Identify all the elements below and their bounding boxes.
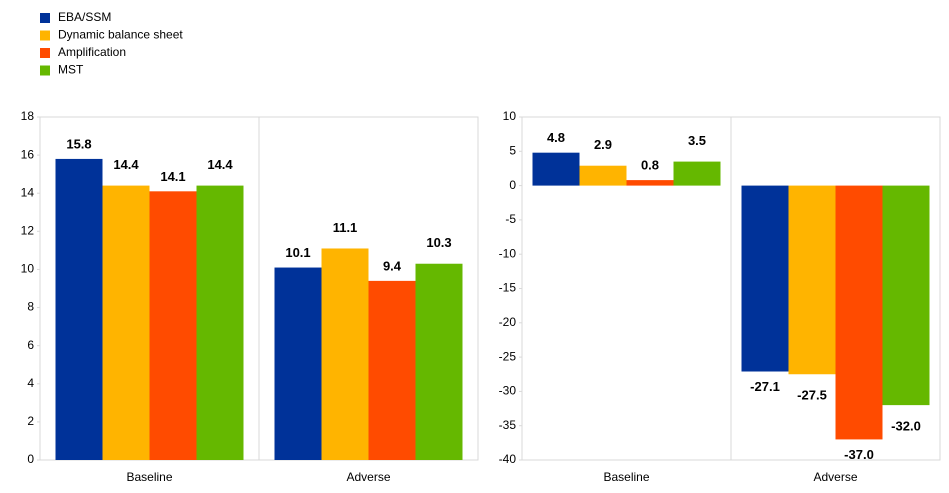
bar xyxy=(415,263,463,460)
y-tick-label: -20 xyxy=(499,315,517,329)
legend-label: Amplification xyxy=(58,45,126,59)
data-label: 11.1 xyxy=(333,220,358,235)
bar xyxy=(55,158,103,460)
legend-swatch xyxy=(40,48,50,58)
bar xyxy=(835,185,883,440)
x-tick-label: Baseline xyxy=(126,470,172,484)
bar xyxy=(274,267,322,460)
data-label: -37.0 xyxy=(844,447,874,462)
x-tick-label: Adverse xyxy=(346,470,390,484)
y-tick-label: -25 xyxy=(499,349,517,363)
y-tick-label: -15 xyxy=(499,281,517,295)
bar xyxy=(368,280,416,460)
y-tick-label: -35 xyxy=(499,418,517,432)
y-tick-label: 10 xyxy=(21,262,35,276)
x-tick-label: Baseline xyxy=(603,470,649,484)
y-tick-label: 8 xyxy=(27,300,34,314)
bar xyxy=(741,185,789,372)
legend-label: EBA/SSM xyxy=(58,10,111,24)
y-tick-label: 16 xyxy=(21,147,35,161)
y-tick-label: -5 xyxy=(505,212,516,226)
y-tick-label: 12 xyxy=(21,224,35,238)
bar xyxy=(673,161,721,186)
bar xyxy=(149,191,197,461)
y-tick-label: 2 xyxy=(27,414,34,428)
data-label: -32.0 xyxy=(891,419,921,434)
data-label: 10.3 xyxy=(426,235,451,250)
data-label: 14.1 xyxy=(160,169,185,184)
legend-swatch xyxy=(40,13,50,23)
y-tick-label: 10 xyxy=(503,109,517,123)
y-tick-label: -10 xyxy=(499,246,517,260)
y-tick-label: 18 xyxy=(21,109,35,123)
data-label: 15.8 xyxy=(66,136,91,151)
data-label: 14.4 xyxy=(113,157,139,172)
y-tick-label: 6 xyxy=(27,338,34,352)
data-label: 10.1 xyxy=(285,245,310,260)
bar xyxy=(321,248,369,460)
data-label: 4.8 xyxy=(547,130,565,145)
data-label: -27.1 xyxy=(750,379,780,394)
bar xyxy=(102,185,150,460)
legend-swatch xyxy=(40,30,50,41)
y-tick-label: 14 xyxy=(21,185,35,199)
y-tick-label: 0 xyxy=(27,452,34,466)
bar xyxy=(196,185,244,460)
data-label: -27.5 xyxy=(797,388,827,403)
bar xyxy=(532,152,580,186)
legend-swatch xyxy=(40,65,50,76)
y-tick-label: -40 xyxy=(499,452,517,466)
data-label: 2.9 xyxy=(594,137,612,152)
x-tick-label: Adverse xyxy=(813,470,857,484)
legend-label: Dynamic balance sheet xyxy=(58,28,183,42)
bar xyxy=(882,185,930,406)
bar xyxy=(579,165,627,186)
legend-label: MST xyxy=(58,63,84,77)
data-label: 3.5 xyxy=(688,133,706,148)
bar xyxy=(626,180,674,186)
y-tick-label: 5 xyxy=(509,143,516,157)
y-tick-label: 4 xyxy=(27,376,34,390)
data-label: 9.4 xyxy=(383,258,402,273)
bar xyxy=(788,185,836,375)
y-tick-label: -30 xyxy=(499,384,517,398)
data-label: 14.4 xyxy=(207,157,233,172)
data-label: 0.8 xyxy=(641,158,659,173)
y-tick-label: 0 xyxy=(509,178,516,192)
